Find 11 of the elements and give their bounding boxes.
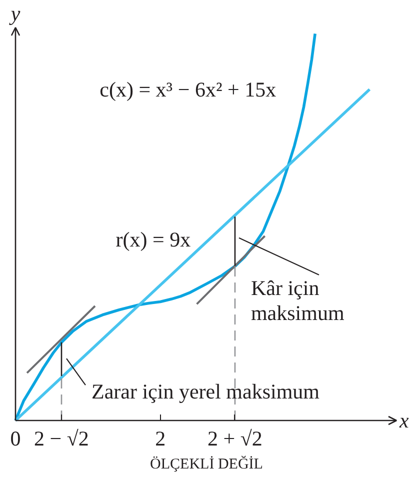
series-label: r(x) = 9x — [116, 227, 192, 252]
x-tick-label: 0 — [10, 426, 21, 450]
series-label: c(x) = x³ − 6x² + 15x — [100, 78, 277, 102]
text: ÖLÇEKLİ DEĞİL — [150, 456, 263, 472]
x-axis-title: x — [398, 408, 410, 432]
x-tick-label: 2 — [155, 426, 166, 450]
x-tick-label: 2 + √2 — [208, 426, 262, 450]
annotation: Zarar için yerel maksimum — [91, 380, 320, 404]
annotation: Kâr için maksimum — [250, 276, 344, 325]
x-tick-label: 2 − √2 — [34, 426, 89, 450]
y-axis-title: y — [8, 2, 21, 26]
